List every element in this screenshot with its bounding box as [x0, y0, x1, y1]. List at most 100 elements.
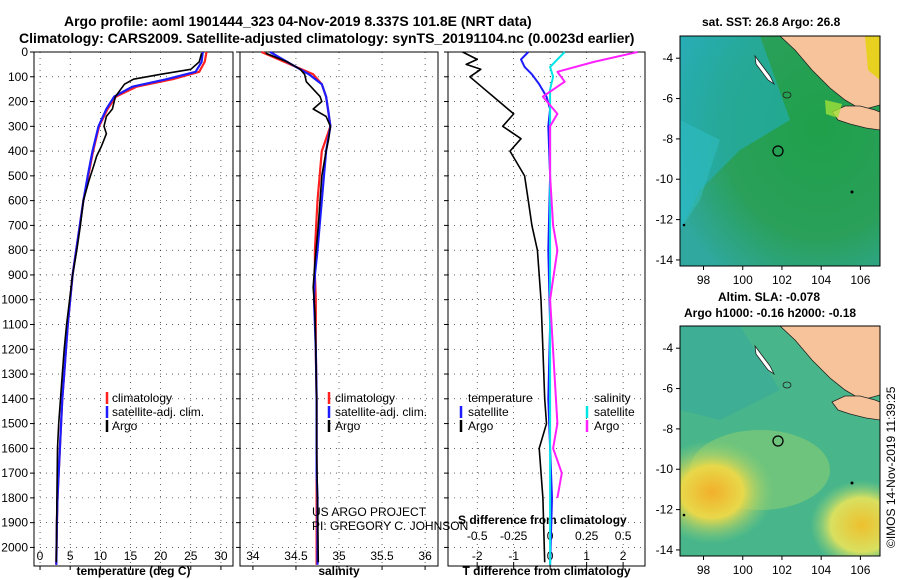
- temperature-legend: climatology satellite-adj. clim. Argo: [105, 391, 204, 433]
- sst-land-java: [831, 105, 880, 131]
- depth-tick-label: 500: [8, 169, 28, 183]
- sst-islet-dot-2: [682, 223, 686, 227]
- map-lon-tick-label: 104: [811, 563, 831, 577]
- salinity-axis-tick-label: 34: [246, 549, 260, 563]
- depth-tick-label: 1100: [2, 317, 28, 331]
- sla-island: [754, 344, 776, 376]
- sla-islet: [782, 381, 792, 389]
- depth-tick-label: 100: [8, 70, 28, 84]
- depth-tick-label: 1800: [1, 491, 28, 505]
- sst-warm-patch: [825, 100, 842, 118]
- plot-frame: [239, 51, 439, 567]
- sst-cool-water: [680, 36, 790, 230]
- map-lon-tick-label: 98: [697, 563, 711, 577]
- legend-s-satellite-label: satellite: [594, 405, 635, 419]
- salinity-difference-tick-label: 0.25: [575, 529, 599, 543]
- sst-map-axes: 98 100 102 104 106 -4 -6 -8 -10 -12 -14: [656, 51, 871, 287]
- salinity-panel: 34 34.5 35 35.5 36 salinity: [236, 50, 439, 578]
- map-lat-tick-label: -8: [662, 132, 673, 146]
- legend-satellite-label: satellite-adj. clim.: [335, 405, 427, 419]
- plot-frame: [447, 51, 646, 567]
- sla-map-frame: [679, 325, 881, 557]
- legend-argo-label: Argo: [335, 419, 361, 433]
- sla-islet-dot: [850, 481, 854, 485]
- depth-tick-label: 300: [8, 119, 28, 133]
- legend-satellite-label: satellite-adj. clim.: [112, 405, 204, 419]
- sst-cool-water-2: [680, 120, 720, 230]
- map-lat-tick-label: -14: [656, 253, 674, 267]
- temperature-difference-axis-tick-label: -1: [508, 549, 519, 563]
- temperature-axis-tick-label: 25: [184, 549, 198, 563]
- sla-float-position-marker: [772, 435, 784, 447]
- depth-tick-label: 900: [8, 268, 28, 282]
- sla-map-image: [680, 326, 880, 556]
- salinity-legend: climatology satellite-adj. clim. Argo: [327, 391, 427, 433]
- map-lat-tick-label: -10: [656, 172, 674, 186]
- temperature-axis-tick-label: 30: [214, 549, 228, 563]
- salinity-axis-label: salinity: [318, 564, 360, 578]
- plot-frame: [33, 51, 234, 567]
- sla-map-title: Altim. SLA: -0.078: [718, 290, 820, 304]
- map-lon-tick-label: 98: [697, 273, 711, 287]
- temperature-difference-axis-tick-label: 2: [620, 549, 627, 563]
- depth-tick-label: 2000: [1, 540, 28, 554]
- sla-map-axes: 98 100 102 104 106 -4 -6 -8 -10 -12 -14: [656, 341, 871, 577]
- difference-legend: temperature satellite Argo salinity sate…: [459, 391, 635, 433]
- map-lon-tick-label: 104: [811, 273, 831, 287]
- depth-tick-label: 1300: [1, 367, 28, 381]
- depth-tick-label: 1700: [1, 466, 28, 480]
- temperature-difference-axis-tick-label: -2: [472, 549, 483, 563]
- legend-t-satellite-label: satellite: [468, 405, 509, 419]
- map-lon-tick-label: 100: [733, 273, 753, 287]
- map-lat-tick-label: -4: [662, 51, 673, 65]
- salinity-difference-tick-label: -0.25: [500, 529, 528, 543]
- figure-title-line1: Argo profile: aoml 1901444_323 04-Nov-20…: [64, 13, 532, 29]
- temperature-axis-tick-label: 15: [124, 549, 138, 563]
- legend-t-argo-label: Argo: [468, 419, 494, 433]
- legend-temperature-title: temperature: [468, 391, 533, 405]
- salinity-axis-tick-label: 36: [418, 549, 432, 563]
- argo-salinity-line: [265, 52, 332, 563]
- sst-land-detail: [865, 36, 880, 80]
- depth-tick-label: 0: [21, 45, 28, 59]
- argo-temperature-difference-line: [462, 51, 548, 563]
- depth-tick-label: 1600: [1, 441, 28, 455]
- salinity-axis-tick-label: 35: [332, 549, 346, 563]
- map-lon-tick-label: 106: [850, 273, 870, 287]
- map-lat-tick-label: -4: [662, 341, 673, 355]
- sst-islet-dot: [850, 190, 854, 194]
- temperature-difference-axis-tick-label: 1: [583, 549, 590, 563]
- salinity-difference-axis-label: S difference from climatology: [458, 513, 627, 527]
- sst-map-title: sat. SST: 26.8 Argo: 26.8: [702, 15, 841, 29]
- depth-tick-label: 200: [8, 95, 28, 109]
- imos-credit: ©IMOS 14-Nov-2019 11:39:25: [884, 386, 898, 548]
- difference-panel: -2 -1 0 1 2-0.5 -0.25 0 0.25 0.5S difference fro…: [444, 51, 646, 578]
- map-lon-tick-label: 100: [733, 563, 753, 577]
- map-lat-tick-label: -10: [656, 462, 674, 476]
- sla-warm-eddy-east: [810, 480, 880, 556]
- legend-climatology-label: climatology: [335, 391, 395, 405]
- temperature-axis-tick-label: 10: [94, 549, 108, 563]
- map-lat-tick-label: -14: [656, 543, 674, 557]
- map-lon-tick-label: 106: [850, 563, 870, 577]
- legend-argo-label: Argo: [112, 419, 138, 433]
- temperature-axis-label: temperature (deg C): [76, 564, 190, 578]
- depth-tick-label: 400: [8, 144, 28, 158]
- project-credit: US ARGO PROJECT: [312, 505, 427, 519]
- map-lon-tick-label: 102: [772, 273, 792, 287]
- map-lat-tick-label: -6: [662, 92, 673, 106]
- sla-land-java: [831, 395, 880, 421]
- sla-map-subtitle: Argo h1000: -0.16 h2000: -0.18: [684, 306, 856, 320]
- argo-temperature-line: [55, 52, 203, 563]
- map-lon-tick-label: 102: [772, 563, 792, 577]
- depth-tick-label: 800: [8, 243, 28, 257]
- temperature-axis-tick-label: 20: [154, 549, 168, 563]
- sst-land-sumatra: [779, 36, 880, 111]
- depth-tick-label: 1200: [1, 342, 28, 356]
- map-lat-tick-label: -6: [662, 382, 673, 396]
- salinity-difference-tick-label: 0.5: [615, 529, 632, 543]
- sla-land-sumatra: [779, 326, 880, 401]
- sst-float-position-marker: [772, 145, 784, 157]
- depth-tick-label: 1500: [1, 417, 28, 431]
